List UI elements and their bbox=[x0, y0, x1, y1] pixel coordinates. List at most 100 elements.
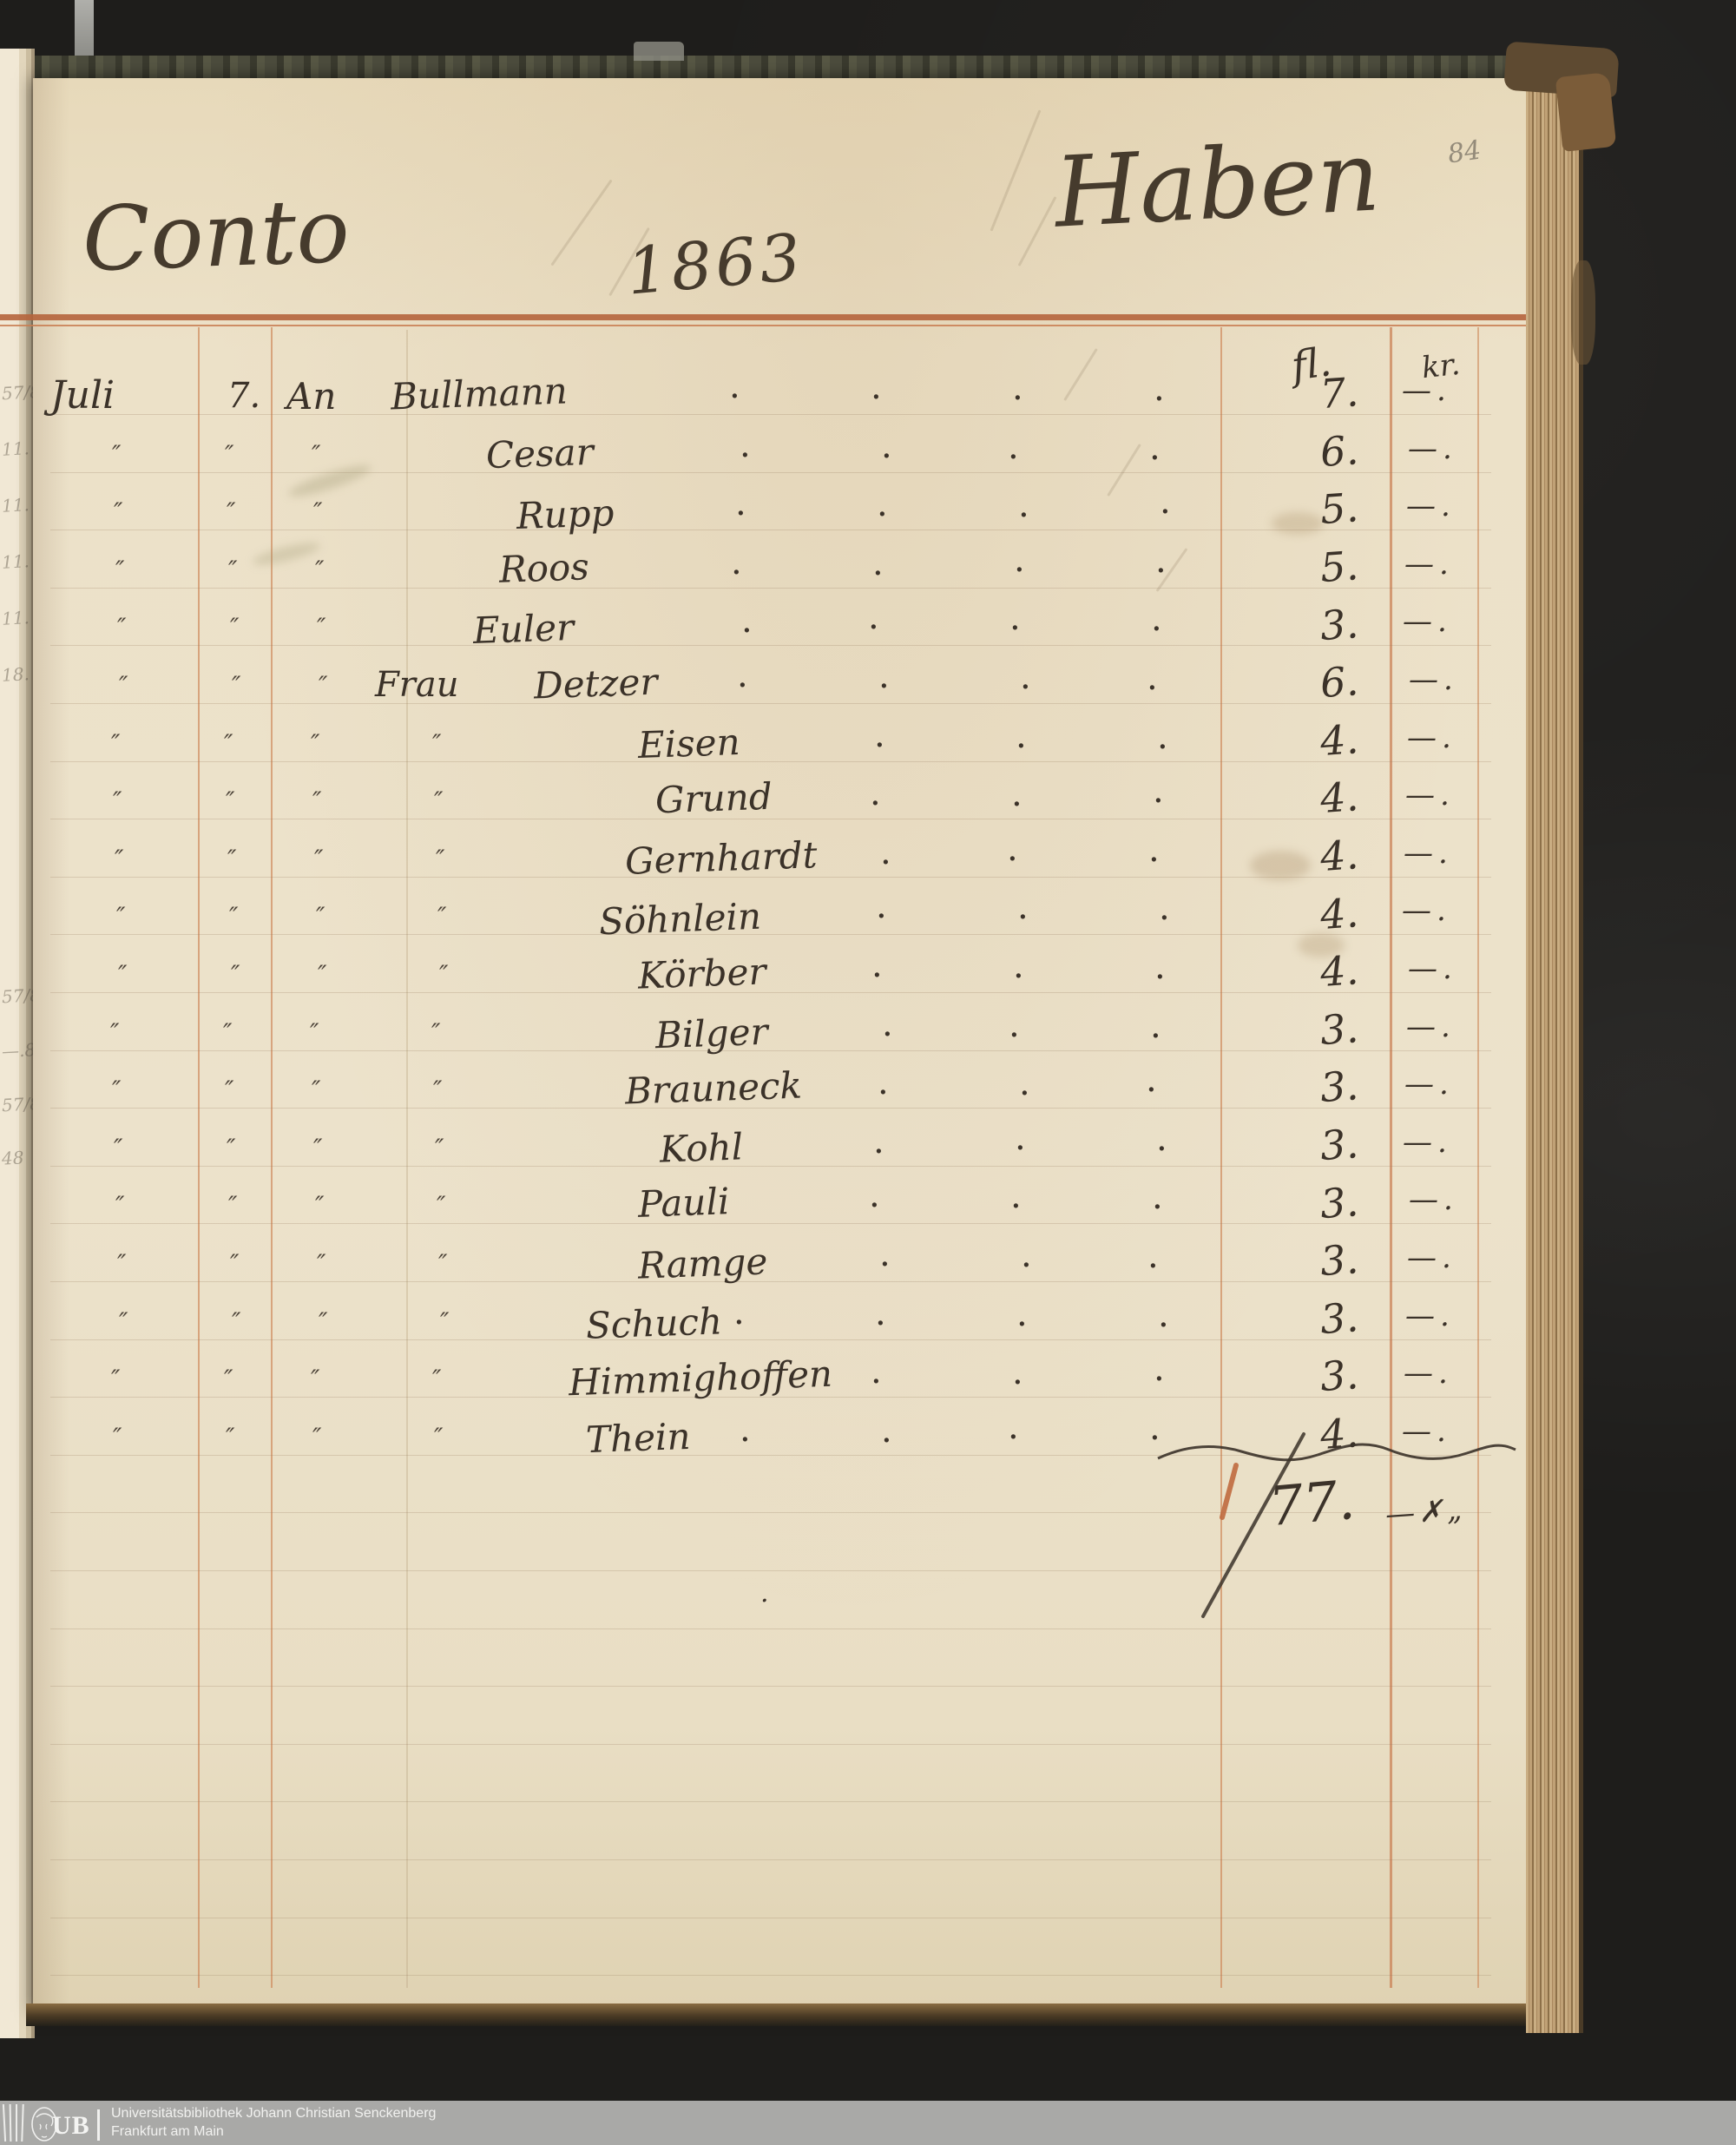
sum-total-florin: 77. bbox=[1266, 1467, 1358, 1539]
day-cell: ″ bbox=[231, 960, 240, 989]
leader-dot: . bbox=[882, 1003, 893, 1044]
kreuzer-amount: —. bbox=[1402, 1413, 1451, 1449]
kreuzer-amount: —. bbox=[1404, 1067, 1454, 1102]
sum-total-kreuzer-flourish: —✗„ bbox=[1384, 1491, 1467, 1533]
an-cell: ″ bbox=[316, 902, 326, 931]
header-rule-thick bbox=[0, 314, 1526, 320]
leader-dot: . bbox=[1152, 1177, 1163, 1218]
an-cell: ″ bbox=[315, 1191, 325, 1221]
leader-dot: . bbox=[1008, 426, 1019, 467]
name-cell: Söhnlein bbox=[598, 894, 762, 944]
leader-dot: . bbox=[737, 655, 748, 695]
ruled-line bbox=[50, 1801, 1491, 1803]
logo-book-fan-line bbox=[16, 2104, 17, 2142]
ruled-line bbox=[50, 1281, 1491, 1282]
paper-crease bbox=[406, 330, 408, 1988]
leader-dot: . bbox=[868, 597, 879, 638]
month-cell: ″ bbox=[110, 1017, 120, 1047]
frau-cell: ″ bbox=[437, 902, 447, 931]
leader-dot: . bbox=[1151, 599, 1162, 640]
leader-dot: . bbox=[1147, 1236, 1159, 1276]
leader-dot: . bbox=[1154, 947, 1166, 987]
leader-dot: . bbox=[1158, 1294, 1169, 1335]
ruled-line bbox=[50, 1859, 1491, 1860]
an-cell: ″ bbox=[313, 1133, 323, 1162]
leader-dot: . bbox=[1011, 774, 1023, 815]
facing-page-edge bbox=[0, 49, 35, 2038]
leader-dot: . bbox=[1160, 482, 1171, 523]
day-cell: ″ bbox=[225, 1076, 234, 1105]
month-cell: ″ bbox=[115, 1191, 125, 1221]
leader-dot: . bbox=[871, 945, 883, 985]
leader-dot: . bbox=[1017, 887, 1029, 928]
month-cell: ″ bbox=[115, 555, 125, 584]
month-cell: ″ bbox=[111, 1365, 121, 1394]
leader-dot: . bbox=[740, 424, 751, 465]
leader-dot: . bbox=[1147, 658, 1158, 698]
leader-dot: . bbox=[1016, 1293, 1028, 1334]
month-cell: ″ bbox=[119, 1306, 128, 1336]
an-cell: ″ bbox=[312, 786, 322, 816]
kreuzer-amount: —. bbox=[1402, 893, 1451, 929]
frau-cell: ″ bbox=[437, 1191, 446, 1221]
an-cell: ″ bbox=[312, 1422, 322, 1451]
florin-amount: 6. bbox=[1318, 657, 1360, 707]
leader-dot: . bbox=[1150, 1005, 1161, 1046]
leader-dot: . bbox=[876, 886, 887, 927]
month-cell: ″ bbox=[119, 671, 128, 700]
day-cell: ″ bbox=[232, 671, 241, 700]
leader-dot: . bbox=[1020, 657, 1031, 697]
day-cell: ″ bbox=[230, 1249, 240, 1278]
leader-dot: . bbox=[1153, 771, 1164, 812]
leader-dot: . bbox=[880, 832, 891, 872]
ruled-line bbox=[50, 703, 1491, 704]
kreuzer-amount: —. bbox=[1409, 662, 1458, 697]
leader-dot: . bbox=[874, 714, 885, 755]
ruled-line bbox=[50, 1223, 1491, 1225]
florin-amount: 7. bbox=[1318, 368, 1360, 418]
leader-dot: . bbox=[1007, 828, 1018, 869]
ub-logo-text: UB bbox=[52, 2111, 90, 2140]
leader-dot: . bbox=[869, 1175, 880, 1216]
name-cell: Kohl bbox=[659, 1125, 744, 1171]
frau-cell: ″ bbox=[431, 1017, 441, 1047]
kreuzer-amount: —. bbox=[1404, 1356, 1453, 1392]
frau-cell: ″ bbox=[432, 728, 442, 758]
torn-paper-fragment bbox=[1571, 260, 1595, 365]
leader-dot: . bbox=[873, 1121, 884, 1161]
kreuzer-amount: —. bbox=[1408, 431, 1457, 466]
name-cell: Körber bbox=[637, 950, 767, 997]
frau-cell: ″ bbox=[439, 960, 449, 989]
ruled-line bbox=[50, 876, 1491, 878]
ruled-line bbox=[50, 1165, 1491, 1167]
day-cell: ″ bbox=[228, 555, 238, 584]
leader-dot: . bbox=[1157, 716, 1168, 757]
kreuzer-amount: —. bbox=[1407, 720, 1457, 755]
day-cell: ″ bbox=[230, 613, 240, 642]
frau-cell: ″ bbox=[436, 844, 445, 873]
leader-dot: . bbox=[1012, 1352, 1023, 1393]
library-name: Universitätsbibliothek Johann Christian … bbox=[111, 2106, 437, 2121]
leader-dot: . bbox=[1148, 829, 1160, 870]
name-cell: Ramge bbox=[637, 1240, 769, 1287]
leader-dot: . bbox=[1156, 1118, 1167, 1159]
ruled-line bbox=[50, 1049, 1491, 1051]
frau-cell: ″ bbox=[434, 786, 444, 816]
leader-dot: . bbox=[1154, 1349, 1165, 1390]
florin-amount: 3. bbox=[1318, 1120, 1360, 1170]
kreuzer-amount: —. bbox=[1402, 373, 1451, 408]
name-cell: Roos bbox=[498, 545, 590, 591]
goethe-portrait-icon bbox=[31, 2107, 57, 2142]
ruled-line bbox=[50, 1339, 1491, 1340]
leader-dot: . bbox=[881, 1410, 892, 1451]
name-cell: Cesar bbox=[485, 430, 595, 477]
ruled-line bbox=[50, 1570, 1491, 1571]
month-cell: ″ bbox=[117, 1249, 127, 1278]
ruled-line bbox=[50, 471, 1491, 473]
leader-dot: . bbox=[877, 484, 888, 525]
page-bottom-edge bbox=[26, 2004, 1536, 2026]
leader-dot: . bbox=[1010, 1176, 1022, 1217]
an-cell: ″ bbox=[318, 960, 327, 989]
leader-dot: . bbox=[1019, 1063, 1030, 1104]
leader-dot: . bbox=[741, 601, 753, 642]
